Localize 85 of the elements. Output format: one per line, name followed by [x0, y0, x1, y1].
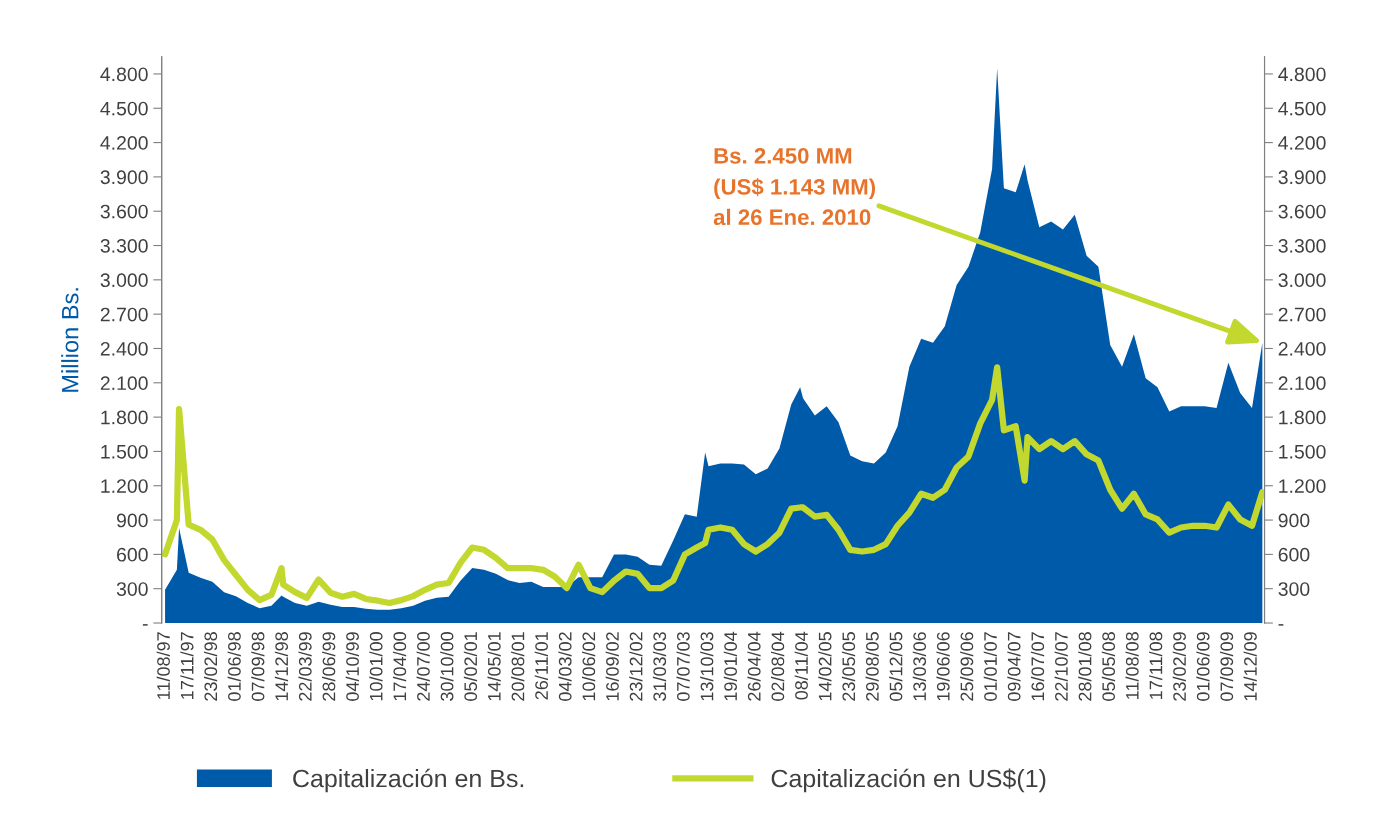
y-tick-label: 1.500	[101, 444, 148, 459]
y-tick-label: 900	[116, 513, 148, 528]
x-tick-label: 23/05/05	[841, 632, 856, 701]
x-tick-label: 07/07/03	[676, 632, 690, 701]
y-tick-label: 1.800	[101, 410, 148, 425]
y2-tick-label: 1.200	[1279, 479, 1326, 493]
y2-tick-label: 2.400	[1278, 341, 1326, 356]
x-tick-label: 04/10/99	[345, 632, 359, 701]
y-tick-label: 2.100	[100, 376, 148, 391]
x-tick-label: 07/09/98	[251, 632, 265, 701]
y2-tick-label: -	[1278, 624, 1284, 626]
x-tick-label: 24/07/00	[416, 632, 430, 701]
x-tick-label: 20/08/01	[511, 632, 525, 701]
x-tick-label: 16/07/07	[1030, 632, 1045, 701]
x-tick-label: 01/06/98	[227, 632, 241, 701]
x-tick-label: 14/12/98	[274, 632, 289, 701]
x-tick-label: 17/11/08	[1149, 632, 1163, 699]
x-tick-label: 17/04/00	[392, 632, 407, 701]
y-tick-label: 600	[117, 547, 148, 562]
x-tick-label: 25/09/06	[960, 632, 974, 701]
x-tick-label: 23/02/98	[203, 632, 218, 701]
y-tick-label: 1.200	[101, 479, 148, 493]
x-tick-label: 22/10/07	[1054, 632, 1068, 701]
x-tick-label: 28/01/08	[1078, 632, 1092, 701]
y2-tick-label: 3.900	[1278, 170, 1326, 185]
x-tick-label: 11/08/08	[1125, 632, 1139, 699]
x-tick-label: 29/08/05	[865, 632, 879, 701]
x-tick-label: 23/02/09	[1172, 632, 1186, 701]
y-tick-label: -	[142, 624, 148, 626]
x-tick-label: 19/06/06	[936, 632, 950, 701]
y2-tick-label: 300	[1278, 582, 1310, 596]
y-tick-label: 2.400	[100, 341, 148, 356]
x-tick-label: 19/01/04	[723, 631, 738, 701]
x-tick-label: 26/04/04	[747, 631, 761, 701]
legend-label: Capitalización en US$(1)	[771, 768, 1046, 793]
y-tick-label: 2.700	[100, 307, 148, 322]
y2-tick-label: 1.800	[1279, 410, 1326, 425]
y-tick-label: 300	[116, 582, 148, 596]
x-tick-label: 14/05/01	[487, 632, 501, 701]
annotation: Bs. 2.450 MM (US$ 1.143 MM) al 26 Ene. 2010	[713, 147, 876, 226]
legend-label: Capitalización en Bs.	[293, 768, 524, 793]
y2-tick-label: 1.500	[1279, 444, 1326, 459]
x-tick-label: 05/05/08	[1101, 632, 1116, 701]
x-tick-label: 13/03/06	[912, 632, 927, 701]
x-tick-label: 17/11/97	[180, 632, 194, 699]
x-tick-label: 14/02/05	[818, 632, 832, 701]
y2-tick-label: 4.200	[1278, 136, 1326, 150]
x-tick-label: 30/10/00	[440, 632, 454, 701]
y-tick-label: 3.300	[100, 239, 148, 253]
x-tick-label: 10/01/00	[369, 632, 383, 701]
x-tick-label: 02/08/04	[771, 631, 785, 701]
y-tick-label: 3.000	[100, 273, 148, 288]
y-axis-title: Million Bs.	[61, 288, 79, 392]
y2-tick-label: 3.600	[1278, 204, 1326, 219]
x-tick-label: 28/06/99	[322, 632, 336, 701]
x-tick-label: 22/03/99	[298, 632, 312, 701]
y2-tick-label: 2.700	[1278, 307, 1326, 322]
x-tick-label: 13/10/03	[700, 632, 714, 701]
x-tick-label: 26/11/01	[534, 632, 548, 700]
x-tick-label: 11/08/97	[156, 632, 170, 699]
y-tick-label: 3.900	[100, 170, 148, 185]
y2-tick-label: 4.500	[1278, 101, 1326, 116]
y-tick-label: 4.500	[100, 101, 148, 116]
x-tick-label: 23/12/02	[629, 632, 643, 701]
y-tick-label: 4.200	[100, 136, 148, 150]
y2-tick-label: 4.800	[1278, 67, 1326, 82]
x-tick-label: 31/03/03	[652, 632, 667, 701]
x-tick-label: 14/12/09	[1243, 632, 1257, 701]
x-tick-label: 05/02/01	[463, 632, 478, 701]
x-tick-label: 04/03/02	[558, 632, 572, 701]
y-tick-label: 4.800	[100, 67, 148, 82]
x-tick-label: 09/04/07	[1007, 632, 1021, 701]
y2-tick-label: 2.100	[1278, 376, 1326, 391]
x-tick-label: 10/06/02	[581, 632, 596, 701]
x-tick-label: 08/11/04	[794, 631, 808, 700]
y-tick-label: 3.600	[100, 204, 148, 219]
x-tick-label: 16/09/02	[605, 632, 619, 701]
x-tick-label: 05/12/05	[889, 632, 903, 701]
x-tick-label: 01/06/09	[1196, 632, 1210, 701]
x-tick-label: 01/01/07	[983, 632, 997, 701]
x-tick-label: 07/09/09	[1219, 632, 1234, 701]
y2-tick-label: 3.300	[1278, 239, 1326, 253]
y2-tick-label: 600	[1278, 547, 1310, 562]
y2-tick-label: 900	[1278, 513, 1310, 528]
y2-tick-label: 3.000	[1278, 273, 1326, 288]
